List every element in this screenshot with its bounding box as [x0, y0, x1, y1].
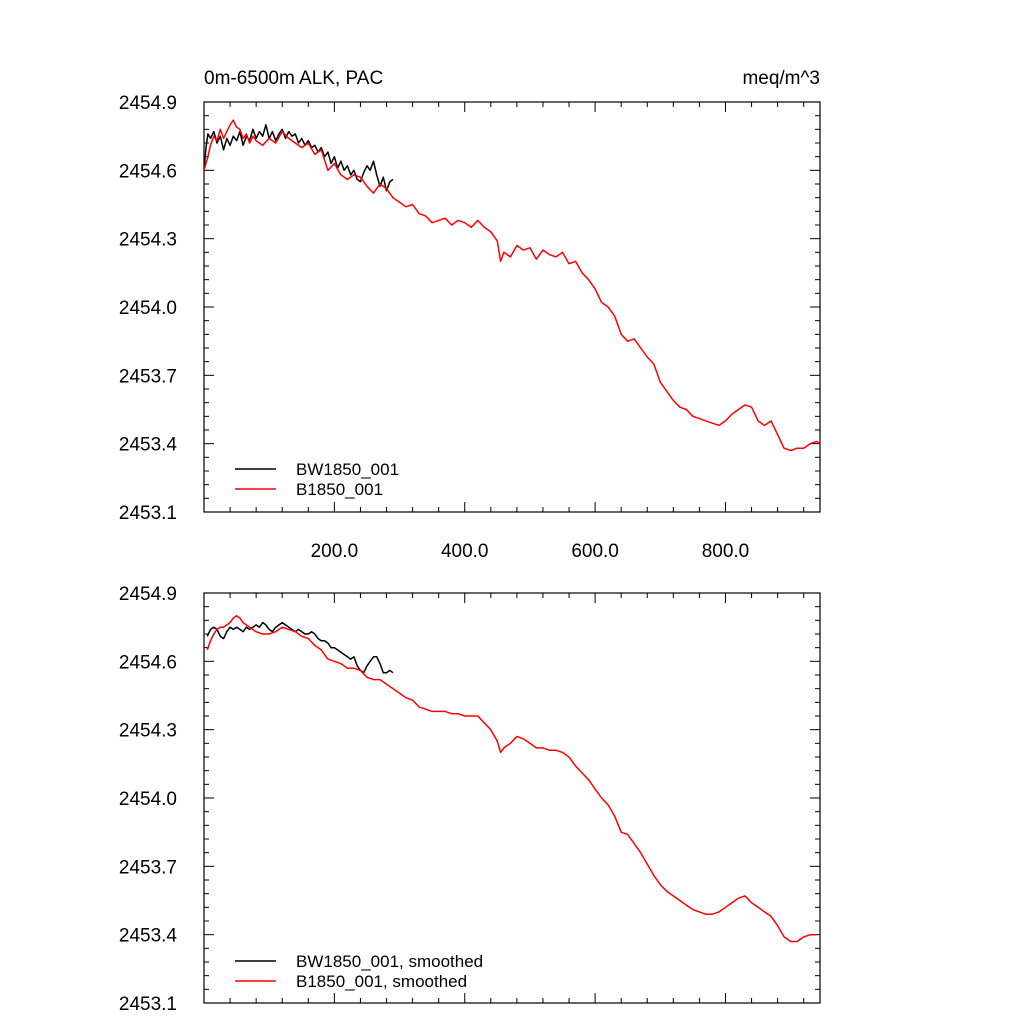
y-tick-label: 2454.9: [119, 93, 177, 114]
x-tick-label: 600.0: [571, 541, 619, 562]
y-tick-label: 2454.9: [119, 584, 177, 605]
series-line-bw1850-001-smoothed: [206, 621, 394, 674]
plot-frame: [203, 592, 821, 1004]
x-tick-label: 200.0: [311, 541, 359, 562]
y-tick-label: 2453.4: [119, 435, 178, 456]
series-line-b1850-001-smoothed: [206, 615, 817, 943]
y-tick-label: 2454.6: [119, 161, 177, 182]
y-tick-label: 2453.7: [119, 366, 177, 387]
series-line-b1850-001: [203, 119, 821, 452]
y-tick-label: 2454.3: [119, 230, 177, 251]
chart-panel-bottom: 2454.9 2454.6 2454.3 2454.0 2453.7 2453.4 2453…: [119, 584, 821, 1015]
legend-label-bw1850-001: BW1850_001: [296, 460, 399, 479]
legend-label-b1850-001-smoothed: B1850_001, smoothed: [296, 972, 467, 991]
y-tick-label: 2454.3: [119, 721, 177, 742]
y-tick-label: 2454.6: [119, 652, 177, 673]
x-tick-label: 800.0: [702, 541, 750, 562]
y-tick-label: 2454.0: [119, 298, 177, 319]
y-tick-label: 2453.7: [119, 857, 177, 878]
y-tick-label: 2453.1: [119, 994, 177, 1015]
chart-panel-top: 2454.9 2454.6 2454.3 2454.0 2453.7 2453.4 2453…: [119, 93, 821, 562]
y-tick-label: 2454.0: [119, 789, 177, 810]
plot-frame: [203, 101, 821, 513]
legend-label-bw1850-001-smoothed: BW1850_001, smoothed: [296, 952, 483, 971]
units-label: meq/m^3: [742, 68, 820, 89]
chart-title: 0m-6500m ALK, PAC: [204, 68, 383, 89]
y-tick-label: 2453.1: [119, 503, 177, 524]
series-line-bw1850-001: [203, 124, 394, 192]
x-tick-label: 400.0: [441, 541, 489, 562]
legend-label-b1850-001: B1850_001: [296, 480, 383, 499]
y-tick-label: 2453.4: [119, 926, 178, 947]
